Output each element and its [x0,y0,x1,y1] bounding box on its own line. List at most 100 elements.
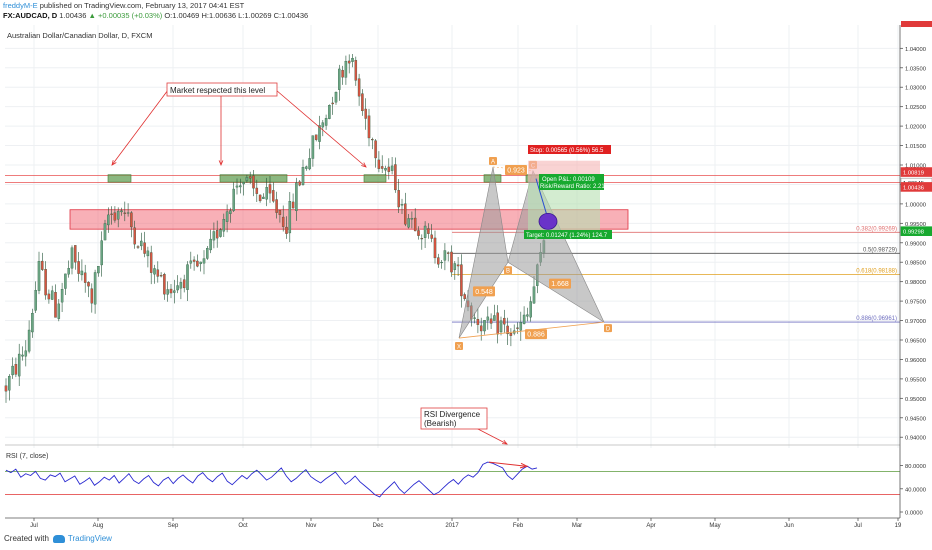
pattern-ratio-box [549,278,571,289]
arrow-rsi-div [475,427,508,445]
candle [519,311,523,341]
candle [371,137,374,150]
symbol-label: FX:AUDCAD, D [3,11,58,20]
candle-body [31,312,34,333]
candle [24,340,28,367]
candle [37,251,41,295]
candle-body [60,288,64,303]
candle-body [301,167,305,185]
candle [83,264,87,293]
y-tick-label: 0.98500 [905,261,926,267]
candle [334,91,338,105]
candle [239,178,242,194]
arrow-rsi-div-head [501,439,508,445]
candle [476,308,480,334]
candle-body [17,353,21,377]
candle-body [384,168,387,171]
touch-box [107,174,132,183]
candle-body [21,354,24,357]
pattern-ratio-label: 0.886 [527,332,545,339]
candle [420,234,424,250]
candle [140,232,143,251]
candle-body [11,365,14,376]
candle [113,206,117,223]
candle [166,281,169,302]
candle-body [156,269,160,277]
candle [8,374,11,401]
candle-body [34,290,37,311]
candle [186,261,189,301]
author-link[interactable]: freddyM-E [3,1,38,10]
arrow-dec-head [361,162,367,168]
candle-body [338,68,341,90]
candle-body [182,279,186,289]
candle [179,277,183,300]
candle-body [397,190,400,208]
trade-target-label: Target: 0.01247 (1.24%) 124.7 [526,233,608,239]
candle [176,275,179,294]
candle [526,307,529,322]
candle-body [209,238,212,251]
candle [440,260,443,269]
candle [93,269,97,314]
candle [196,254,199,268]
candle-body [153,268,156,275]
rsi-tick-label: 0.0000 [905,511,923,517]
candle-body [27,329,31,352]
tradingview-logo-icon[interactable] [52,534,65,543]
fib-level-label: 0.886(0.96961) [856,316,897,322]
trade-labels: Stop: 0.00565 (0.56%) 56.5 Open P&L: 0.0… [524,145,612,239]
pattern-ratio-box [505,165,527,176]
candle [199,261,202,272]
pattern-point-label: X [457,345,461,351]
rsi-divergence-head [519,462,529,469]
candle-body [37,261,41,291]
target-ellipse [538,212,558,230]
candle [410,211,414,229]
candle-body [70,247,74,269]
candle-body [219,229,222,237]
candle [156,261,160,283]
y-tick-label: 1.04000 [905,47,926,53]
candle [225,204,229,233]
candle [463,292,466,301]
candle [229,207,232,223]
candle-body [380,166,384,169]
candle-body [189,260,193,264]
candle-body [87,282,90,287]
candle-body [24,350,28,357]
arrow-aug [111,89,169,166]
candle [268,176,272,203]
trade-position [528,160,600,231]
candle-body [318,125,321,142]
candle-body [103,223,107,241]
y-tick-label: 0.94500 [905,416,926,422]
candle-body [305,166,308,169]
candle [31,308,34,338]
annotation-rsi-div-box: RSI Divergence (Bearish) [420,407,488,430]
tradingview-brand-link[interactable]: TradingView [67,534,112,543]
candle [67,260,70,278]
rsi-title: RSI (7, close) [6,453,48,460]
trade-stop-label: Stop: 0.00565 (0.56%) 56.5 [530,148,604,154]
candle [100,231,103,277]
candle-body [437,257,440,265]
candle-body [324,118,328,126]
candle [407,213,410,229]
candle-body [479,325,483,332]
candle-body [460,264,463,297]
candle [433,230,437,264]
candle-body [390,165,394,171]
candle [182,274,186,293]
y-tick-label: 1.03000 [905,86,926,92]
candle-body [90,288,94,304]
candle [321,119,325,137]
header-line-1: freddyM-E published on TradingView.com, … [3,1,244,10]
candle [275,191,278,219]
candle-body [110,213,113,215]
pattern-ratio-box [473,286,495,297]
candle-body [347,60,351,64]
candle-body [516,327,519,329]
candle [54,284,57,318]
annotation-rsi-div-line2: (Bearish) [424,419,457,428]
